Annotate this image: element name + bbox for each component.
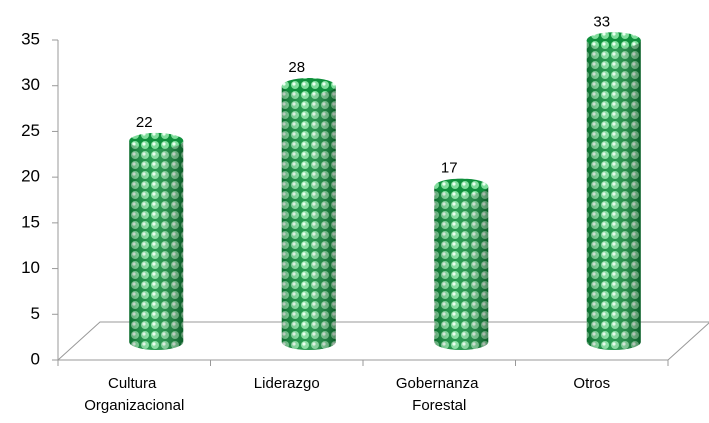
value-label: 22: [136, 114, 153, 131]
floor: [56, 321, 709, 361]
y-tick-label: 5: [31, 304, 40, 323]
cylinder-top: [586, 32, 641, 49]
cylinder-top: [281, 78, 336, 94]
cylinder-shade: [129, 140, 184, 350]
y-tick-label: 25: [21, 121, 40, 140]
value-label: 28: [288, 59, 305, 76]
y-tick-label: 0: [31, 349, 40, 368]
cylinder-shade: [281, 86, 336, 350]
y-tick-label: 30: [21, 75, 40, 94]
y-tick-label: 15: [21, 212, 40, 231]
value-label: 17: [441, 160, 458, 177]
x-tick-label: Cultura Organizacional: [84, 375, 184, 414]
y-tick-label: 10: [21, 258, 40, 277]
cylinder-top: [129, 132, 184, 149]
bar: [586, 32, 641, 351]
value-label: 33: [593, 13, 610, 30]
x-tick-label: Otros: [573, 375, 610, 392]
x-tick-label: Liderazgo: [254, 375, 320, 392]
x-tick-label: Gobernanza Forestal: [396, 375, 483, 414]
bar: [281, 78, 336, 350]
y-tick-label: 20: [21, 167, 40, 186]
cylinder-top: [434, 178, 489, 195]
cylinder-shade: [586, 40, 641, 351]
bar: [434, 178, 489, 350]
bar: [129, 132, 184, 350]
y-tick-label: 35: [21, 29, 40, 48]
cylinder-shade: [434, 186, 489, 350]
